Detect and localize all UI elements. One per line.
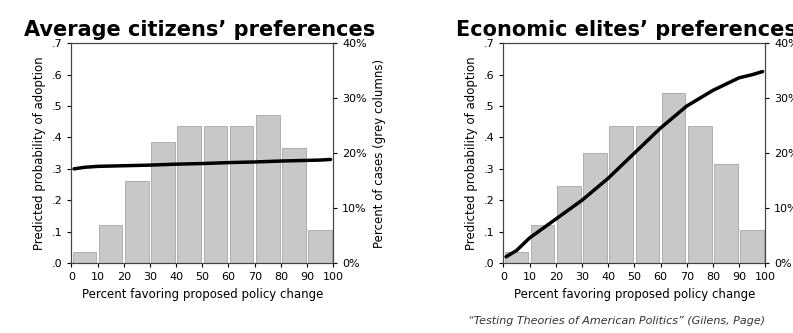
X-axis label: Percent favoring proposed policy change: Percent favoring proposed policy change (82, 288, 323, 301)
Text: “Testing Theories of American Politics” (Gilens, Page): “Testing Theories of American Politics” … (468, 316, 765, 326)
Bar (531, 225, 554, 263)
Y-axis label: Percent of cases (grey columns): Percent of cases (grey columns) (373, 59, 385, 248)
Bar (230, 126, 253, 263)
Bar (151, 142, 174, 263)
Bar (204, 126, 227, 263)
Bar (504, 252, 528, 263)
Bar (636, 126, 659, 263)
Text: Average citizens’ preferences: Average citizens’ preferences (25, 20, 376, 40)
Bar (688, 126, 711, 263)
Bar (282, 148, 306, 263)
Bar (99, 225, 122, 263)
Bar (584, 153, 607, 263)
Bar (741, 230, 764, 263)
Text: Economic elites’ preferences: Economic elites’ preferences (456, 20, 793, 40)
Bar (178, 126, 201, 263)
Y-axis label: Predicted probability of adoption: Predicted probability of adoption (465, 56, 478, 250)
Bar (308, 230, 332, 263)
Bar (73, 252, 96, 263)
Bar (256, 115, 279, 263)
Bar (125, 181, 148, 263)
Y-axis label: Predicted probability of adoption: Predicted probability of adoption (33, 56, 46, 250)
Bar (610, 126, 633, 263)
Bar (714, 164, 737, 263)
Bar (557, 186, 580, 263)
X-axis label: Percent favoring proposed policy change: Percent favoring proposed policy change (514, 288, 755, 301)
Bar (662, 93, 685, 263)
